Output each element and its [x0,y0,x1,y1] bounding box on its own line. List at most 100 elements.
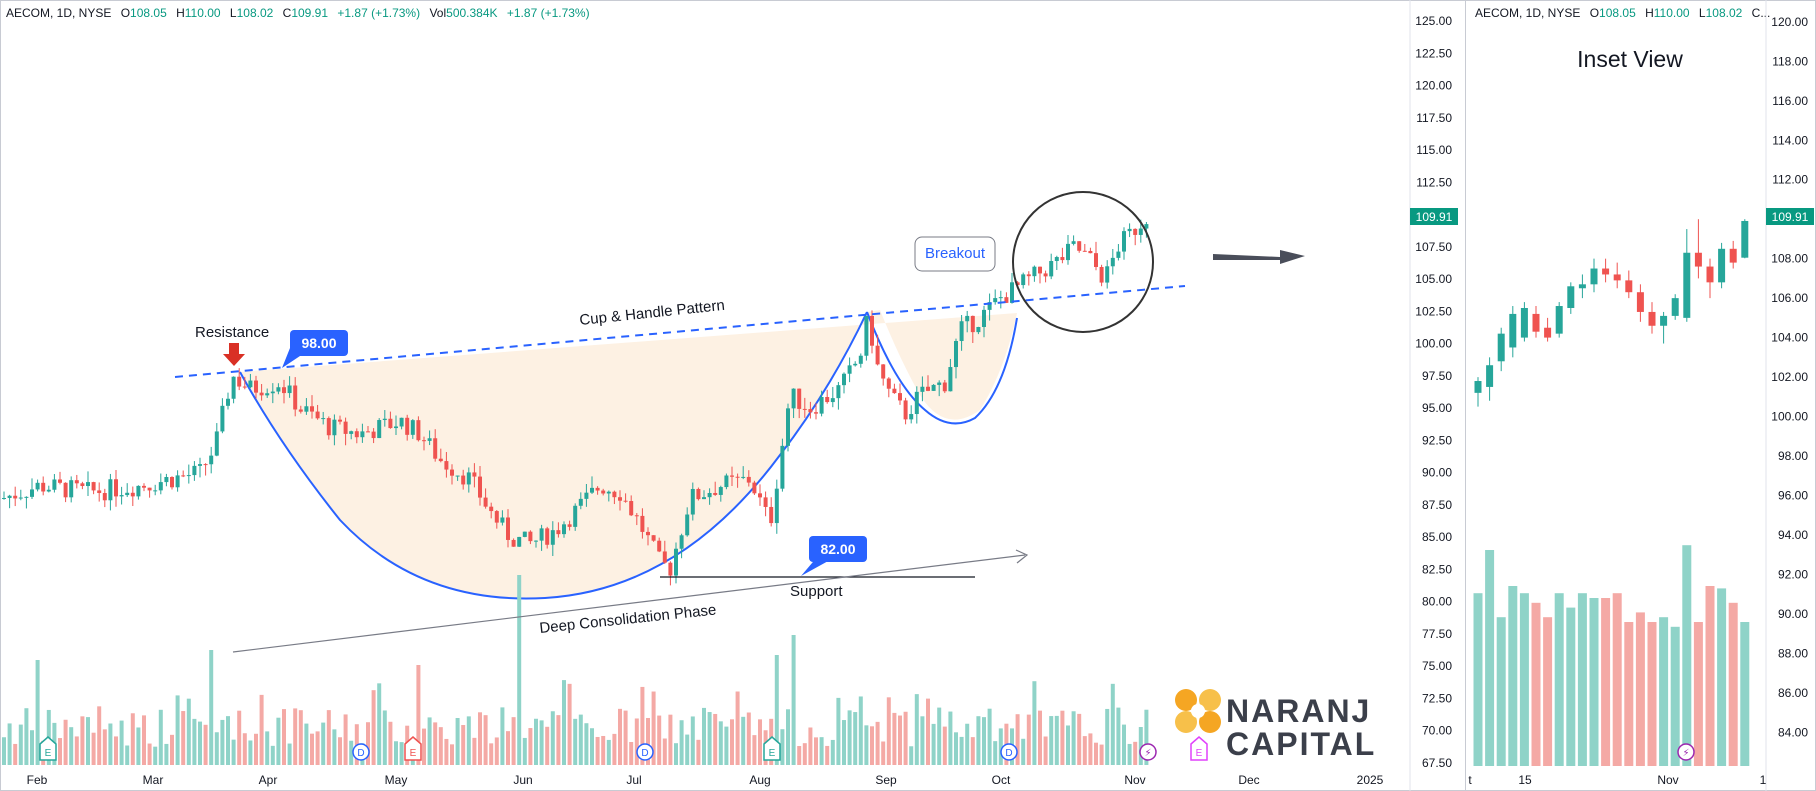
event-marker-label: ⚡ [1144,748,1151,759]
volume-bar [836,697,841,765]
event-markers[interactable]: E D E D E D E ⚡ [39,736,1208,761]
volume-bar [830,739,835,765]
volume-bar [578,714,583,765]
candle-body [903,400,908,420]
volume-bar [35,660,40,765]
candle-body [220,405,225,432]
volume-bar [399,742,404,765]
inset-candles [1474,219,1749,407]
volume-bar [702,707,706,765]
candle-body [657,540,662,552]
resistance-label: Resistance [195,324,269,341]
time-tick-label: Jun [513,773,532,787]
volume-bar [618,708,622,765]
candle-body [836,385,841,399]
candle-body [153,490,158,492]
volume-bar [466,716,471,765]
price-tick-label: 115.00 [1416,143,1452,157]
candle-body [573,505,578,527]
dividend-event-icon[interactable] [636,743,654,761]
candle-body [248,380,253,388]
volume-bar [304,723,309,765]
volume-bar [1116,707,1121,765]
dividend-event-icon[interactable] [1000,743,1018,761]
inset-price-tick-label: 108.00 [1771,252,1808,266]
volume-bar [735,691,740,765]
volume-bar [276,717,281,765]
volume-bar [556,715,561,765]
volume-bar [808,727,813,765]
split-event-icon[interactable] [1139,743,1157,761]
earnings-event-icon[interactable] [1190,736,1208,761]
inset-event-marker[interactable]: ⚡ [1677,743,1695,761]
inset-price-tick-label: 118.00 [1772,54,1808,68]
volume-bar [310,733,314,765]
candle-body [338,419,342,422]
candle-body [186,475,191,477]
price-tick-label: 82.50 [1422,562,1452,576]
volume-bar [1026,714,1031,765]
candle-body [444,461,449,470]
candle-body [366,431,370,433]
volume-bar [483,715,488,765]
candle-body [63,482,68,498]
candle-body [1116,251,1121,258]
candle-body [97,490,102,494]
candle-body [298,409,303,412]
main-chart[interactable]: Resistance 98.00 82.00 Support Cup & Han… [2,6,1305,765]
inset-price-tick-label: 114.00 [1772,133,1808,147]
candle-body [18,497,23,499]
earnings-event-icon[interactable] [763,736,781,761]
candle-body [13,495,18,499]
main-price-axis[interactable]: 125.00122.50120.00117.50115.00112.50110.… [1415,14,1452,770]
volume-bar [875,721,880,765]
volume-bar [920,716,925,765]
volume-bar [1088,733,1093,765]
earnings-event-icon[interactable] [404,736,422,761]
candle-body [646,531,650,536]
volume-bar [567,683,572,765]
volume-bar [282,709,286,765]
inset-candle-body [1520,308,1528,338]
inset-price-tick-label: 112.00 [1772,173,1808,187]
candle-body [730,475,734,477]
candle-body [58,479,62,483]
volume-bar [959,736,964,765]
candle-body [842,373,846,386]
candle-body [696,488,701,500]
inset-price-axis[interactable]: 120.00118.00116.00114.00112.00110.00108.… [1771,15,1808,739]
cup-fill [240,310,1017,599]
candle-body [332,419,337,436]
consolidation-arrowhead [1015,549,1029,564]
volume-bar [1094,742,1098,765]
inset-price-tick-label: 84.00 [1778,725,1808,739]
inset-time-axis[interactable]: t 15 Nov 1 [1468,773,1766,787]
volume-bar [433,722,438,765]
volume-bar [847,710,852,765]
event-marker-label: D [641,748,648,759]
candle-body [965,315,970,322]
candle-body [483,497,488,507]
earnings-event-icon[interactable] [39,736,57,761]
candle-body [926,386,930,391]
main-time-axis[interactable]: Feb Mar Apr May Jun Jul Aug Sep Oct Nov Dec 2025 [27,773,1384,787]
volume-bar [388,721,393,765]
inset-volume-bar [1624,622,1634,766]
candle-body [354,431,359,438]
inset-candle-body [1497,333,1505,362]
candle-body [119,495,124,497]
candle-body [797,388,802,409]
candle-body [948,367,953,392]
candle-body [102,493,107,501]
inset-chart[interactable]: AECOM, 1D, NYSE O108.05 H110.00 L108.02 … [1473,6,1771,766]
candle-body [1026,274,1031,277]
candle-body [623,500,628,502]
volume-bar [1127,743,1132,765]
price-tick-label: 95.00 [1422,401,1452,415]
candle-body [265,393,270,396]
volume-bar [746,712,751,765]
inset-candle-body [1602,268,1610,275]
brand-logo: NARANJ CAPITAL [1175,689,1374,762]
consolidation-arrow [232,554,1026,653]
dividend-event-icon[interactable] [352,743,370,761]
